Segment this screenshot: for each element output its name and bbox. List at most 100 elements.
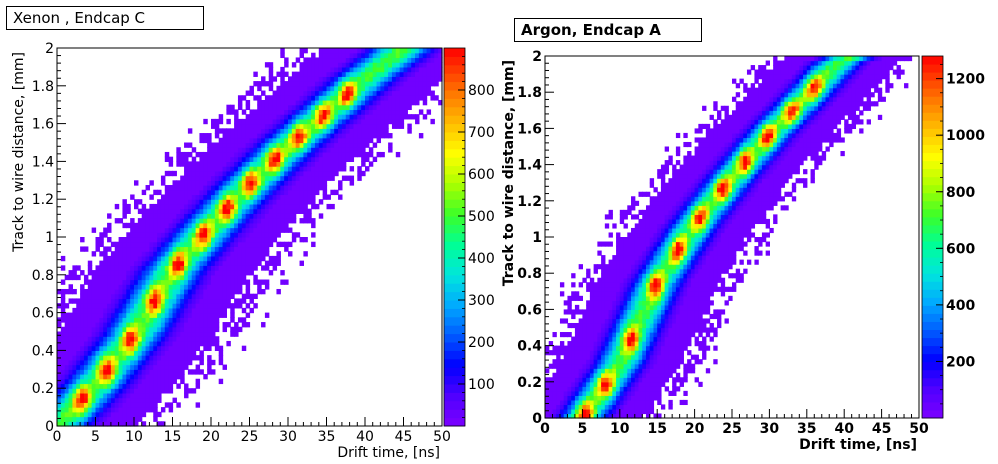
heatmap-cell [642,377,647,383]
heatmap-cell [619,327,625,333]
heatmap-cell [672,322,677,329]
heatmap-cell [295,170,301,177]
heatmap-cell [130,331,135,337]
heatmap-cell [145,237,150,243]
heatmap-cell [619,295,625,301]
heatmap-cell [349,52,355,59]
heatmap-cell [95,350,100,356]
heatmap-cell [153,336,158,342]
heatmap-cell [76,274,81,281]
heatmap-cell [388,118,393,125]
heatmap-cell [226,189,231,196]
heatmap-cell [384,48,389,54]
heatmap-cell [145,392,150,399]
heatmap-cell [307,99,312,106]
heatmap-cell [257,260,262,266]
heatmap-cell [311,241,316,248]
heatmap-cell [660,304,666,311]
heatmap-cell [272,255,278,262]
heatmap-cell [318,66,324,73]
heatmap-cell [72,359,77,366]
heatmap-cell [234,189,239,196]
heatmap-cell [72,270,77,276]
heatmap-cell [403,66,408,73]
heatmap-cell [187,208,193,214]
heatmap-cell [664,255,670,261]
heatmap-cell [268,133,274,139]
heatmap-cell [563,318,569,324]
heatmap-cell [649,291,655,297]
heatmap-cell [145,340,150,347]
heatmap-cell [593,286,598,292]
heatmap-cell [118,388,124,394]
heatmap-cell [582,395,587,401]
heatmap-cell [276,213,281,219]
heatmap-cell [280,118,285,125]
heatmap-cell [191,255,197,262]
heatmap-cell [137,336,143,342]
heatmap-cell [368,52,374,59]
heatmap-cell [122,397,127,403]
heatmap-cell [627,345,632,351]
heatmap-cell [571,395,576,401]
heatmap-cell [83,402,89,408]
heatmap-cell [191,322,197,328]
heatmap-cell [145,355,150,361]
heatmap-cell [134,345,139,351]
heatmap-cell [137,298,143,304]
heatmap-cell [222,322,227,328]
heatmap-cell [679,232,684,238]
heatmap-cell [291,185,297,191]
heatmap-cell [645,313,651,320]
heatmap-cell [141,227,147,233]
heatmap-cell [657,354,662,360]
heatmap-cell [72,421,77,427]
heatmap-cell [649,277,655,283]
heatmap-cell [593,322,598,329]
heatmap-cell [571,372,576,378]
heatmap-cell [264,260,270,266]
heatmap-cell [211,147,216,153]
heatmap-cell [57,411,62,418]
heatmap-cell [634,291,640,297]
heatmap-cell [110,416,116,422]
heatmap-cell [345,147,351,153]
heatmap-cell [322,133,328,139]
heatmap-cell [268,147,274,153]
heatmap-cell [679,259,684,265]
heatmap-cell [616,259,621,265]
heatmap-cell [141,222,147,229]
heatmap-cell [597,390,602,396]
heatmap-cell [91,326,97,333]
heatmap-cell [160,180,166,186]
heatmap-cell [418,133,424,139]
heatmap-cell [627,336,632,342]
heatmap-cell [199,355,204,361]
heatmap-cell [176,359,181,366]
heatmap-cell [160,345,166,351]
heatmap-cell [245,170,251,177]
y-tick-label: 2 [45,41,54,57]
heatmap-cell [341,99,347,106]
heatmap-cell [612,372,617,378]
heatmap-cell [288,194,293,200]
heatmap-cell [234,326,239,333]
heatmap-cell [199,369,204,375]
heatmap-cell [149,251,154,257]
heatmap-cell [107,411,112,418]
heatmap-cell [631,322,636,329]
heatmap-cell [145,359,150,366]
heatmap-cell [218,284,224,290]
heatmap-cell [288,208,293,214]
heatmap-cell [631,336,636,342]
heatmap-cell [361,128,366,134]
heatmap-cell [376,151,381,158]
heatmap-cell [627,318,632,324]
heatmap-cell [638,345,643,351]
heatmap-cell [668,354,673,360]
heatmap-cell [99,237,104,243]
heatmap-cell [149,383,154,389]
heatmap-cell [322,90,328,96]
heatmap-cell [361,151,366,158]
heatmap-cell [87,378,93,385]
